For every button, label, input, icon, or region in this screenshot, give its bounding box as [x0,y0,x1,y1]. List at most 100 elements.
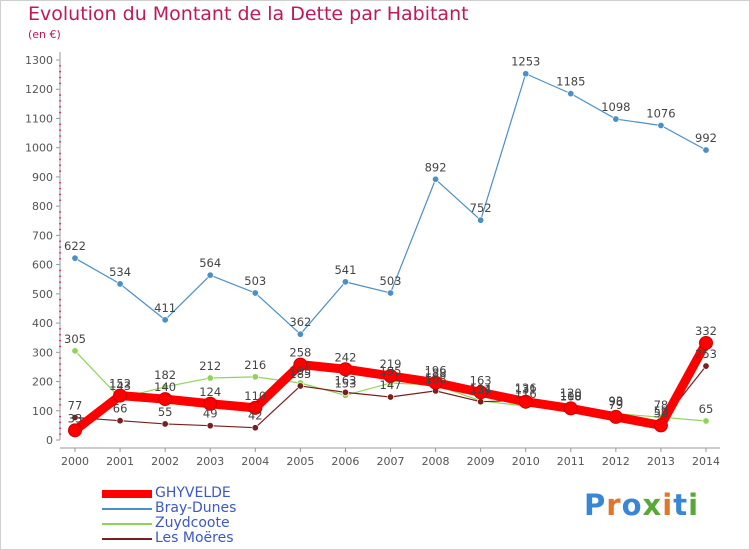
y-minor-tick [59,298,61,301]
data-point-ghyvelde [383,368,398,383]
y-minor-tick [59,64,61,67]
y-tick-label-400: 400 [32,317,53,330]
data-point-les-mo-res [341,388,349,396]
data-point-bray-dunes [477,216,485,224]
logo-letter: x [642,488,663,522]
y-minor-tick [59,427,61,430]
data-label-les-mo-res: 49 [203,407,218,421]
y-minor-tick [59,246,61,248]
data-point-les-mo-res [386,393,394,401]
x-tick-label-2011: 2011 [557,455,585,468]
data-label-zuydcoote: 153 [334,376,356,390]
y-minor-tick [59,404,61,406]
data-label-ghyvelde: 79 [609,398,624,412]
y-minor-tick [59,82,61,85]
data-label-les-mo-res: 120 [560,386,582,400]
y-tick-label-500: 500 [32,288,53,301]
data-point-ghyvelde [608,409,623,424]
y-minor-tick [59,281,61,284]
y-minor-tick [59,199,61,202]
data-point-ghyvelde [473,385,488,400]
data-label-zuydcoote: 188 [425,366,447,380]
data-label-zuydcoote: 65 [699,402,714,416]
x-tick-label-2001: 2001 [106,455,134,468]
data-point-bray-dunes [71,254,79,262]
data-label-zuydcoote: 195 [380,364,402,378]
y-minor-tick [59,240,61,243]
data-label-zuydcoote: 195 [289,364,311,378]
data-point-bray-dunes [702,146,710,154]
y-tick-label-1100: 1100 [25,112,53,125]
y-minor-tick [59,374,61,377]
data-point-bray-dunes [612,115,620,123]
data-label-les-mo-res: 55 [158,405,173,419]
y-minor-tick [59,357,61,360]
data-label-ghyvelde: 242 [334,350,356,364]
y-minor-tick [59,310,61,313]
y-minor-tick [59,433,61,436]
data-label-bray-dunes: 622 [64,239,86,253]
data-point-ghyvelde [428,375,443,390]
data-label-ghyvelde: 140 [154,380,176,394]
data-label-zuydcoote: 216 [244,358,266,372]
data-label-les-mo-res: 163 [334,373,356,387]
data-point-ghyvelde [113,388,128,403]
logo-letter: i [662,488,674,522]
data-point-les-mo-res [296,382,304,390]
data-point-bray-dunes [251,289,259,297]
data-point-zuydcoote [702,417,710,425]
legend-swatch-zuydcoote [102,523,152,525]
legend-label-zuydcoote: Zuydcoote [155,515,230,531]
data-label-les-mo-res: 59 [654,404,669,418]
y-minor-tick [59,316,61,319]
data-point-bray-dunes [341,278,349,286]
data-label-bray-dunes: 752 [470,201,492,215]
x-tick-label-2013: 2013 [647,455,675,468]
x-tick-label-2009: 2009 [467,455,495,468]
y-minor-tick [59,398,61,400]
data-point-zuydcoote [251,373,259,381]
x-tick-label-2000: 2000 [61,455,89,468]
legend-swatch-ghyvelde [102,490,152,498]
data-point-zuydcoote [71,347,79,355]
data-point-bray-dunes [567,90,575,98]
data-point-les-mo-res [206,422,214,430]
x-tick-label-2002: 2002 [151,455,179,468]
data-label-bray-dunes: 1253 [511,55,540,69]
data-label-bray-dunes: 1076 [646,106,675,120]
y-minor-tick [59,252,61,254]
data-label-ghyvelde: 258 [289,346,311,360]
y-minor-tick [59,392,61,395]
data-point-les-mo-res [477,398,485,406]
data-point-ghyvelde [653,418,668,433]
data-point-bray-dunes [161,316,169,324]
data-point-ghyvelde [203,396,218,411]
data-label-zuydcoote: 90 [609,395,624,409]
legend-label-les-moeres: Les Moëres [155,530,234,546]
data-label-ghyvelde: 131 [515,383,537,397]
chart-title: Evolution du Montant de la Dette par Hab… [28,3,469,25]
legend-swatch-bray-dunes [102,508,152,510]
data-point-les-mo-res [116,417,124,425]
data-label-ghyvelde: 332 [695,324,717,338]
data-label-zuydcoote: 116 [515,387,537,401]
y-minor-tick [59,105,61,108]
y-minor-tick [59,164,61,167]
legend-swatch-les-moeres [102,538,152,540]
data-point-zuydcoote [161,383,169,391]
data-point-bray-dunes [386,289,394,297]
y-minor-tick [59,345,61,348]
data-label-bray-dunes: 1185 [556,75,585,89]
x-tick-label-2006: 2006 [331,455,359,468]
y-minor-tick [59,187,61,190]
data-label-zuydcoote: 182 [154,368,176,382]
data-point-ghyvelde [248,400,263,415]
data-label-bray-dunes: 534 [109,265,131,279]
y-minor-tick [59,111,61,114]
data-label-bray-dunes: 362 [289,315,311,329]
data-label-ghyvelde: 196 [425,364,447,378]
data-label-les-mo-res: 168 [425,372,447,386]
data-label-les-mo-res: 66 [113,402,128,416]
